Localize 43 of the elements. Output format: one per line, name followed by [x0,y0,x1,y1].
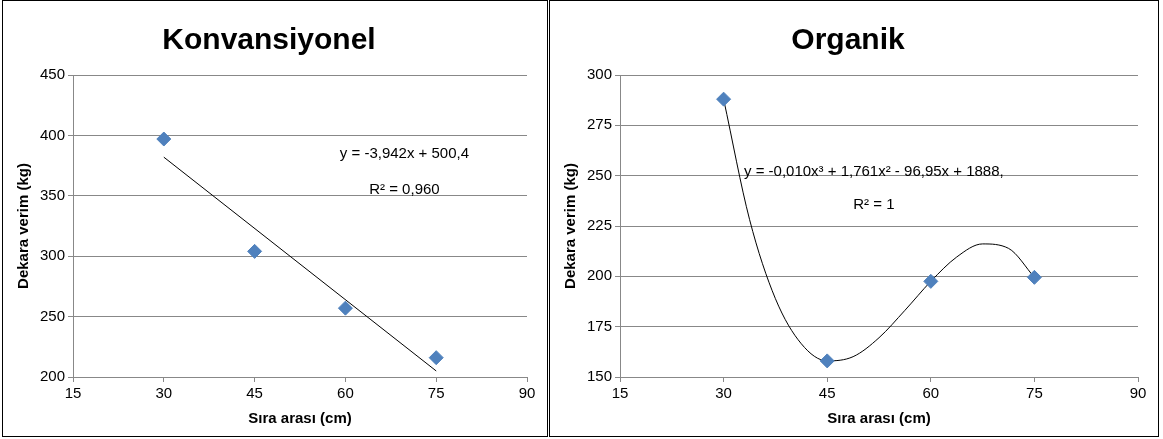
x-tick-label: 30 [715,384,732,402]
point [428,350,444,366]
y-tick-label: 300 [40,246,66,264]
point [716,91,732,107]
point [1026,269,1042,285]
y-tick-label: 275 [587,115,613,133]
x-tick-label: 15 [64,384,82,402]
y-tick-label: 200 [587,266,613,284]
y-tick-label: 250 [587,165,613,183]
y-tick-label: 250 [40,306,66,324]
x-tick-label: 60 [922,384,940,402]
chart-title: Konvansiyonel [162,22,376,56]
x-axis-title: Sıra arası (cm) [248,409,352,427]
x-tick-label: 90 [518,384,536,402]
x-tick-label: 75 [1026,384,1043,402]
y-tick-label: 150 [587,367,613,385]
y-tick-label: 300 [587,65,613,83]
chart-title: Organik [791,22,905,56]
y-axis-title: Dekara verim (kg) [561,163,579,289]
point [247,243,263,259]
y-tick-label: 200 [40,367,66,385]
x-tick-label: 75 [427,384,445,402]
point [337,300,353,316]
x-tick-label: 45 [246,384,263,402]
y-tick-label: 350 [40,185,66,203]
y-tick-label: 225 [587,216,613,234]
y-tick-label: 450 [40,65,66,83]
x-tick-label: 30 [155,384,173,402]
y-tick-label: 175 [587,316,613,334]
annotation: y = -3,942x + 500,4 [339,143,470,161]
point [923,273,939,289]
annotation: R² = 1 [853,195,895,212]
x-tick-label: 45 [818,384,836,402]
x-tick-label: 15 [611,384,629,402]
y-tick-label: 400 [40,125,66,143]
x-axis-title: Sıra arası (cm) [827,409,931,427]
annotation: R² = 0,960 [369,179,440,197]
point [156,131,172,147]
x-tick-label: 60 [337,384,354,402]
point [819,353,835,369]
annotation: y = -0,010x³ + 1,761x² - 96,95x + 1888, [743,161,1004,179]
y-axis-title: Dekara verim (kg) [14,163,32,289]
x-tick-label: 90 [1129,384,1147,402]
